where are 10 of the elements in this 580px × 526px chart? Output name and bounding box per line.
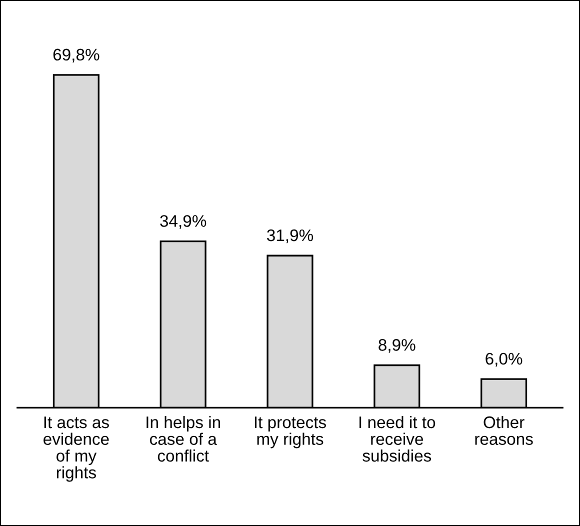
x-tick-label: It protects my rights (254, 416, 326, 448)
data-label: 31,9% (267, 229, 314, 244)
data-label: 6,0% (486, 352, 522, 367)
x-tick-label: Other reasons (475, 416, 533, 445)
x-tick-label: It acts as evidence of my rights (44, 416, 109, 482)
data-label: 8,9% (378, 339, 416, 353)
x-tick-label: I need it to receive subsidies (360, 416, 436, 462)
x-tick-label: In helps in case of a conflict (146, 416, 220, 462)
data-label: 34,9% (160, 215, 206, 229)
data-label: 69,8% (53, 48, 100, 63)
